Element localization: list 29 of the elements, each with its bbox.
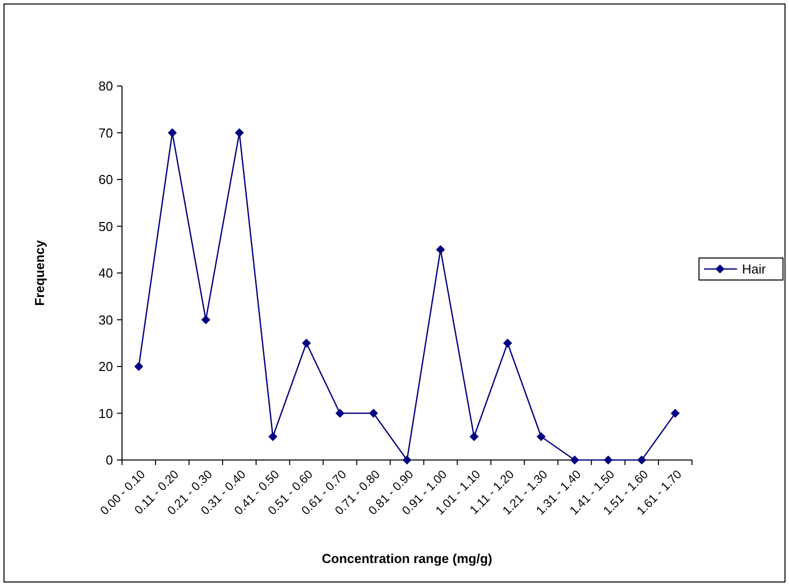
point [470,432,479,442]
legend-label: Hair [742,262,767,277]
point [134,362,144,371]
point [637,456,646,464]
y-tick-label: 10 [98,406,113,421]
point [670,408,680,418]
point [604,456,613,464]
y-tick-label: 30 [98,312,113,328]
point [234,128,244,138]
y-tick-label: 0 [106,452,113,468]
point [503,338,512,348]
y-tick-label: 50 [98,218,113,234]
point [168,128,177,138]
y-tick-label: 40 [98,266,113,281]
y-tick-label: 70 [98,125,113,140]
point [335,408,344,418]
point [368,408,378,418]
point [570,456,580,464]
y-tick-label: 80 [98,78,113,94]
point [302,338,311,348]
y-tick-label: 20 [98,359,113,374]
y-tick-label: 60 [98,172,113,188]
point [402,456,412,464]
point [201,315,210,324]
x-axis-title: Concentration range (mg/g) [322,551,492,566]
point [268,432,278,442]
y-axis-title: Frequency [32,239,47,306]
point [536,432,546,442]
point [436,245,446,254]
